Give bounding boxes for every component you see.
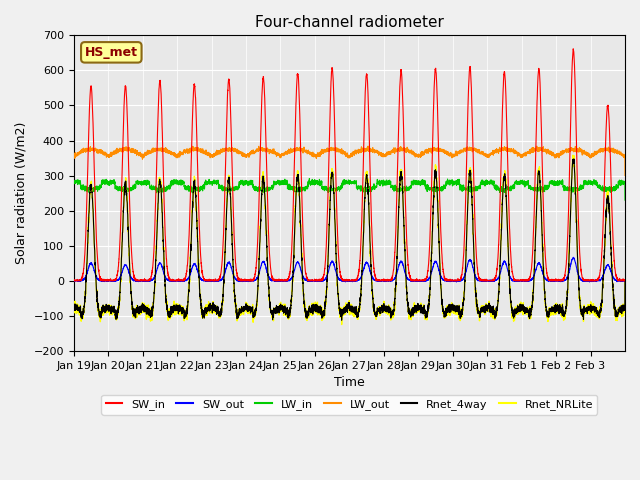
Text: HS_met: HS_met	[85, 46, 138, 59]
X-axis label: Time: Time	[334, 376, 365, 389]
Legend: SW_in, SW_out, LW_in, LW_out, Rnet_4way, Rnet_NRLite: SW_in, SW_out, LW_in, LW_out, Rnet_4way,…	[101, 395, 597, 415]
Title: Four-channel radiometer: Four-channel radiometer	[255, 15, 444, 30]
Y-axis label: Solar radiation (W/m2): Solar radiation (W/m2)	[15, 122, 28, 264]
